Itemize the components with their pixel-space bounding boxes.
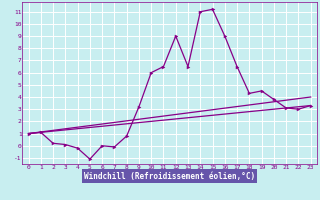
X-axis label: Windchill (Refroidissement éolien,°C): Windchill (Refroidissement éolien,°C) <box>84 172 255 181</box>
